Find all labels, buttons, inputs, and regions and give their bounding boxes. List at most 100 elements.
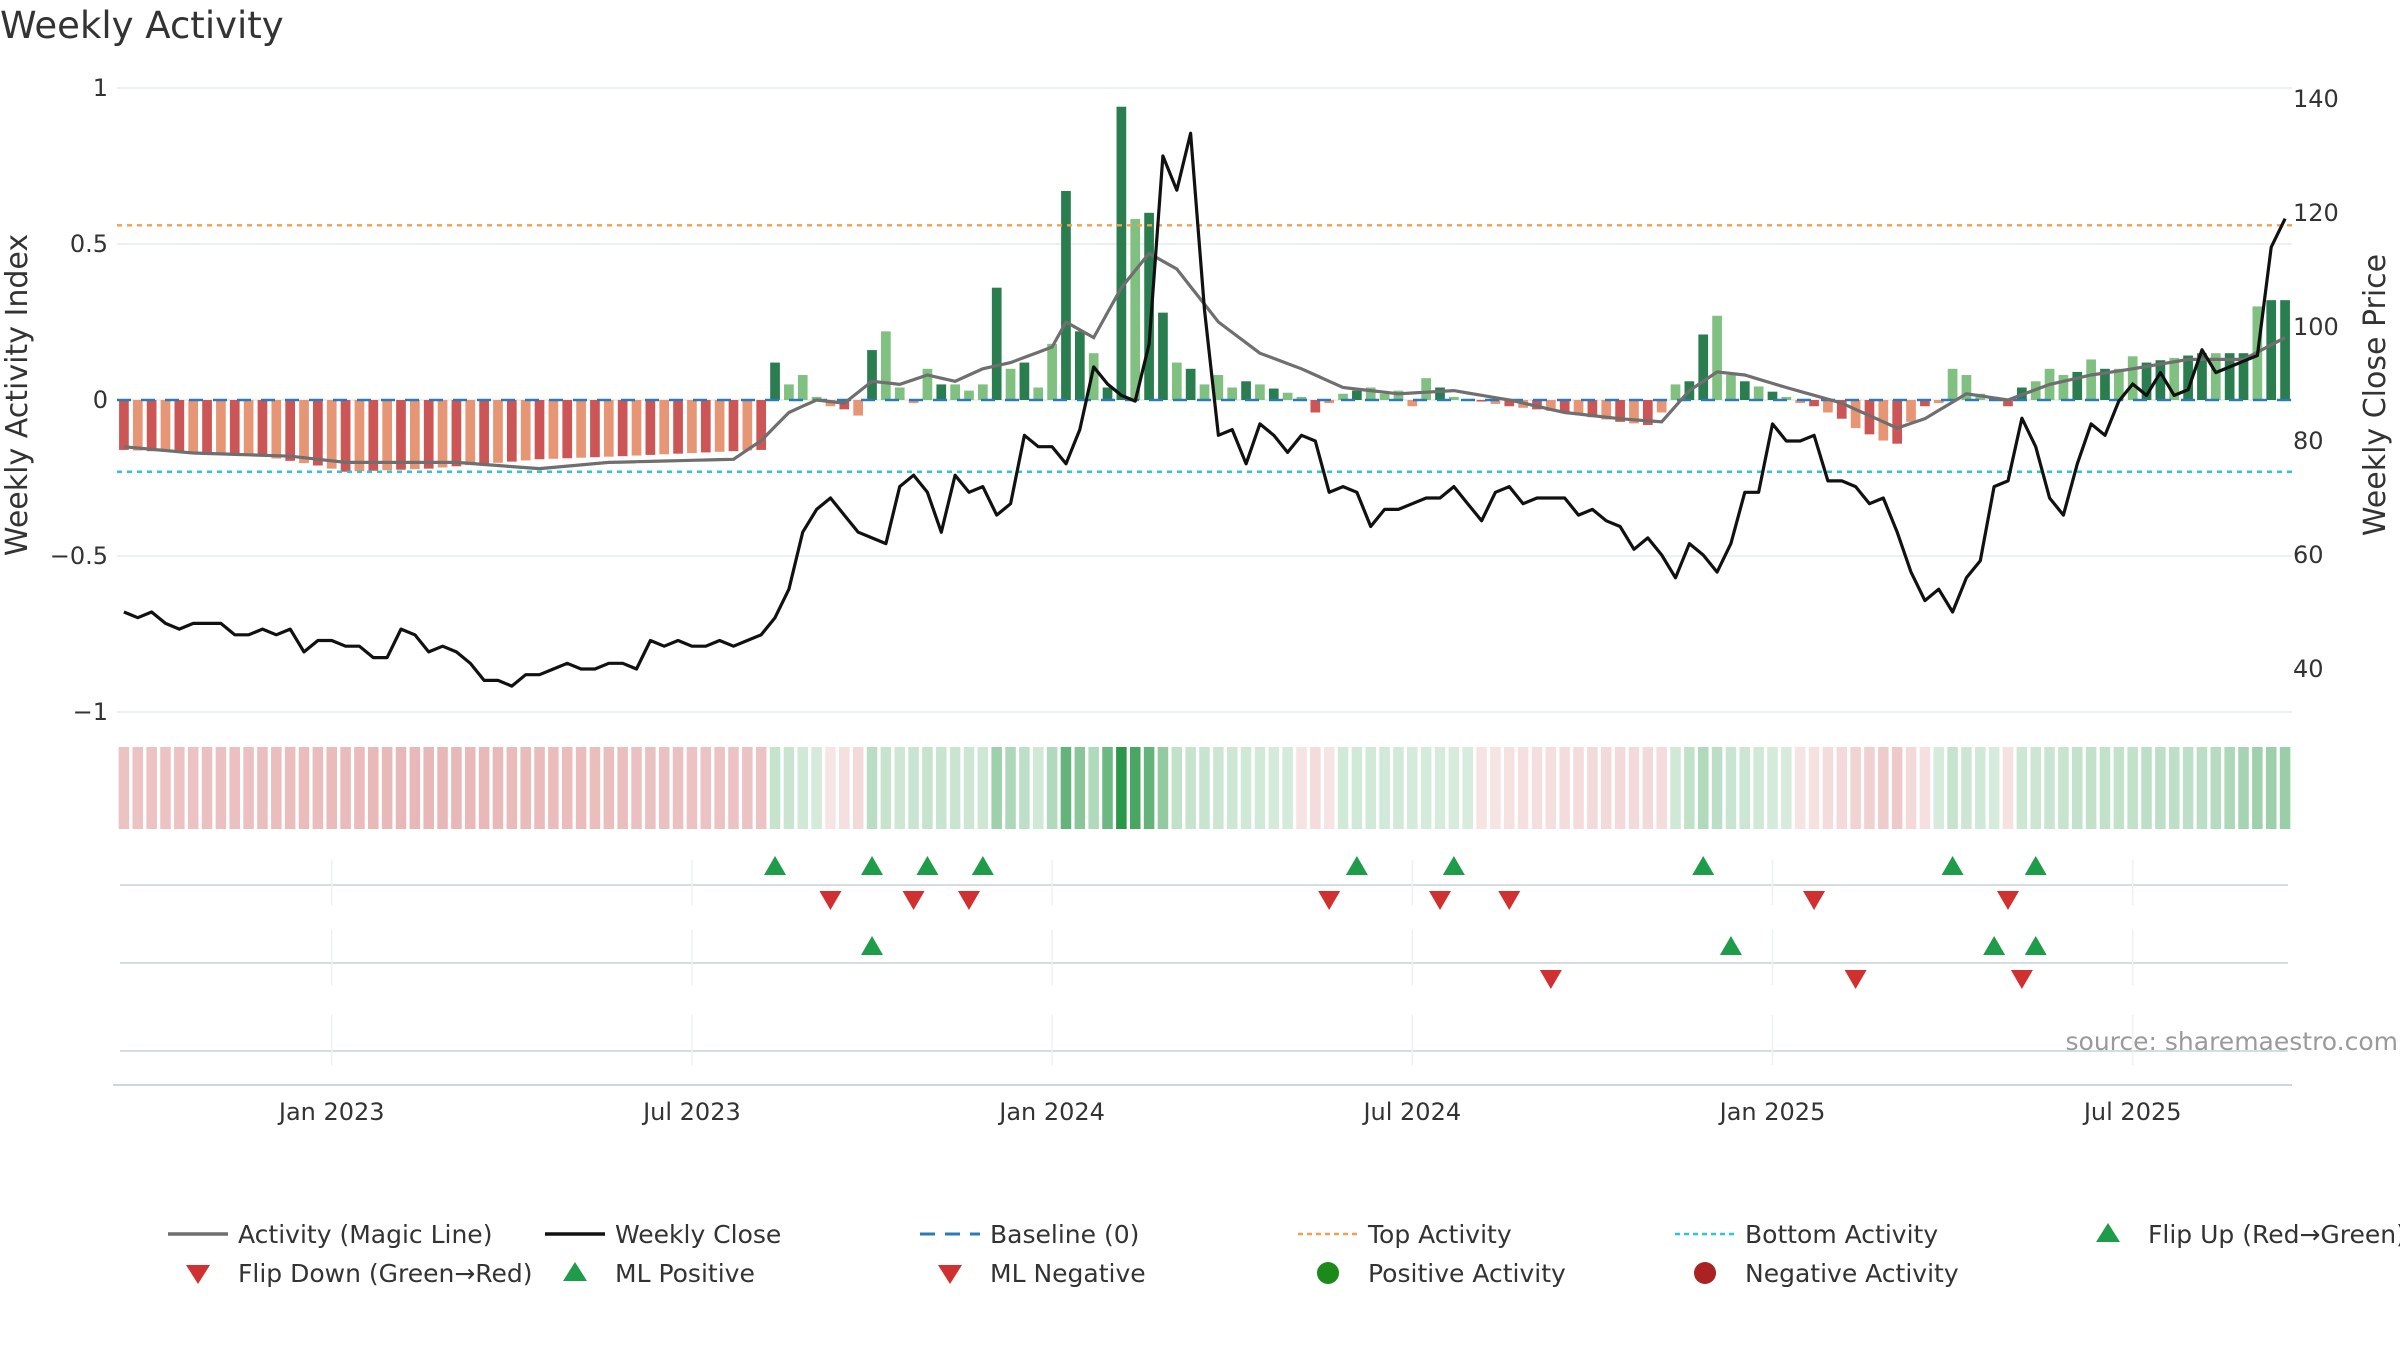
ribbon-cell (1684, 747, 1695, 829)
right-tick-label: 100 (2293, 313, 2339, 341)
ribbon-cell (1310, 747, 1321, 829)
ribbon-cell (1531, 747, 1543, 829)
ribbon-cell (949, 747, 961, 829)
ribbon-cell (1781, 747, 1792, 829)
activity-bar (1407, 400, 1418, 407)
ribbon-cell (271, 747, 282, 829)
activity-bar (1850, 400, 1861, 429)
ribbon-cell (284, 747, 296, 829)
x-tick-label: Jul 2023 (641, 1098, 741, 1126)
ribbon-cell (769, 747, 781, 829)
ribbon-cell (1545, 747, 1557, 829)
ribbon-cell (1794, 747, 1806, 829)
flip-up-marker (916, 856, 939, 875)
ribbon-cell (1365, 747, 1377, 829)
ribbon-cell (1323, 747, 1335, 829)
activity-bar (1171, 362, 1182, 400)
activity-bar (1199, 384, 1210, 400)
activity-bar (132, 400, 143, 451)
activity-bar (1310, 400, 1321, 413)
activity-bar (797, 375, 808, 400)
activity-bar (506, 400, 517, 462)
activity-bar (770, 362, 780, 400)
ribbon-cell (2168, 747, 2180, 829)
flip-up-marker (2024, 856, 2047, 875)
chart-title: Weekly Activity (0, 4, 284, 47)
legend-label: Positive Activity (1368, 1259, 1566, 1288)
activity-bar (1906, 400, 1916, 422)
ribbon-cell (1905, 747, 1917, 829)
activity-bar (1698, 334, 1709, 400)
ribbon-cell (2224, 747, 2235, 829)
ribbon-cell (1213, 747, 1224, 829)
right-tick-label: 40 (2293, 655, 2324, 683)
right-tick-label: 140 (2293, 85, 2339, 113)
right-tick-label: 80 (2293, 427, 2324, 455)
activity-bar (174, 400, 185, 453)
activity-bar (784, 384, 794, 400)
activity-bar (1559, 400, 1570, 413)
ribbon-cell (1143, 747, 1155, 829)
x-tick-label: Jan 2025 (1718, 1098, 1826, 1126)
legend-swatch (186, 1265, 210, 1284)
activity-bar (1753, 386, 1764, 400)
activity-bar (1670, 384, 1681, 400)
ml-positive-marker (1719, 936, 1742, 955)
activity-bar (631, 400, 642, 456)
ribbon-cell (742, 747, 753, 829)
x-tick-label: Jul 2024 (1361, 1098, 1461, 1126)
activity-bar (742, 400, 753, 451)
activity-bar (1712, 315, 1722, 400)
signal-panels (120, 856, 2288, 1065)
activity-bar (1116, 106, 1127, 400)
right-axis-label: Weekly Close Price (2358, 254, 2393, 536)
ribbon-cell (1351, 747, 1363, 829)
activity-bar (216, 400, 226, 455)
left-tick-label: 0.5 (70, 230, 108, 258)
x-tick-label: Jul 2025 (2082, 1098, 2182, 1126)
ribbon-cell (174, 747, 185, 829)
ribbon-cell (132, 747, 144, 829)
ribbon-cell (1850, 747, 1861, 829)
ribbon-cell (1005, 747, 1016, 829)
ribbon-cell (1739, 747, 1751, 829)
activity-bar (2224, 353, 2235, 400)
ribbon-cell (520, 747, 531, 829)
ribbon-cell (2155, 747, 2166, 829)
ribbon-cell (1711, 747, 1723, 829)
activity-bar (1947, 368, 1958, 400)
activity-bar (1088, 353, 1099, 400)
activity-bar (326, 400, 337, 469)
ribbon-cell (2072, 747, 2083, 829)
activity-bar (410, 400, 420, 470)
ribbon-cell (1129, 747, 1141, 829)
flip-down-marker (1498, 891, 1521, 910)
ribbon-cell (118, 747, 130, 829)
activity-bar (1255, 384, 1265, 400)
ribbon-cell (2030, 747, 2041, 829)
ribbon-cell (1046, 747, 1058, 829)
ribbon-cell (312, 747, 324, 829)
ribbon-cell (2279, 747, 2291, 829)
legend-label: ML Negative (990, 1259, 1146, 1288)
activity-bar (1019, 362, 1030, 400)
activity-bar (1282, 392, 1293, 400)
legend-label: Flip Up (Red→Green) (2148, 1220, 2400, 1249)
ribbon-cell (2044, 747, 2055, 829)
ribbon-cell (700, 747, 712, 829)
ribbon-cell (714, 747, 725, 829)
activity-bar (687, 400, 697, 454)
ribbon-cell (728, 747, 739, 829)
activity-bar (1615, 400, 1625, 422)
ribbon-cell (575, 747, 587, 829)
ribbon-cell (880, 747, 892, 829)
ribbon-cell (1379, 747, 1390, 829)
activity-bar (2238, 353, 2249, 400)
ribbon-cell (1116, 747, 1127, 829)
ribbon-cell (548, 747, 559, 829)
activity-bar (229, 400, 240, 455)
legend-swatch (2096, 1223, 2120, 1242)
ribbon-cell (936, 747, 947, 829)
activity-bar (1961, 375, 1972, 400)
activity-bar (1435, 387, 1445, 400)
